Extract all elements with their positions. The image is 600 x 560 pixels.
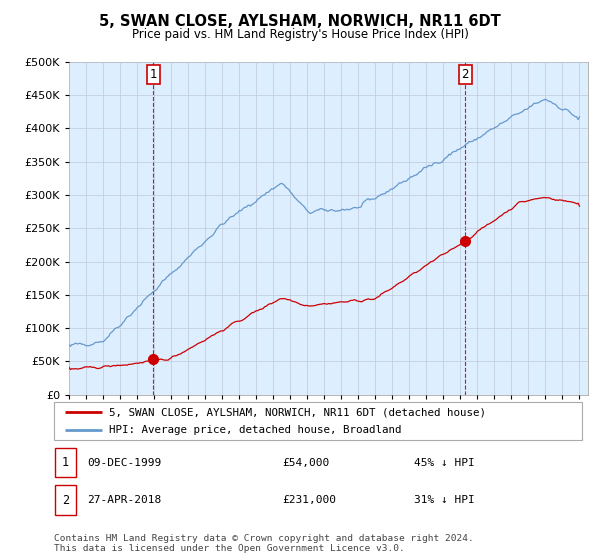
FancyBboxPatch shape	[55, 448, 76, 477]
FancyBboxPatch shape	[55, 486, 76, 515]
Text: £54,000: £54,000	[282, 458, 329, 468]
Text: 09-DEC-1999: 09-DEC-1999	[87, 458, 161, 468]
Text: 2: 2	[62, 493, 69, 507]
Text: 31% ↓ HPI: 31% ↓ HPI	[414, 495, 475, 505]
Text: 27-APR-2018: 27-APR-2018	[87, 495, 161, 505]
FancyBboxPatch shape	[54, 402, 582, 440]
Text: 1: 1	[149, 68, 157, 81]
Text: 45% ↓ HPI: 45% ↓ HPI	[414, 458, 475, 468]
Text: 1: 1	[62, 456, 69, 469]
Text: 5, SWAN CLOSE, AYLSHAM, NORWICH, NR11 6DT (detached house): 5, SWAN CLOSE, AYLSHAM, NORWICH, NR11 6D…	[109, 407, 487, 417]
Text: 5, SWAN CLOSE, AYLSHAM, NORWICH, NR11 6DT: 5, SWAN CLOSE, AYLSHAM, NORWICH, NR11 6D…	[99, 14, 501, 29]
Text: HPI: Average price, detached house, Broadland: HPI: Average price, detached house, Broa…	[109, 425, 402, 435]
Text: Contains HM Land Registry data © Crown copyright and database right 2024.
This d: Contains HM Land Registry data © Crown c…	[54, 534, 474, 553]
Text: £231,000: £231,000	[282, 495, 336, 505]
Text: Price paid vs. HM Land Registry's House Price Index (HPI): Price paid vs. HM Land Registry's House …	[131, 28, 469, 41]
Text: 2: 2	[461, 68, 469, 81]
